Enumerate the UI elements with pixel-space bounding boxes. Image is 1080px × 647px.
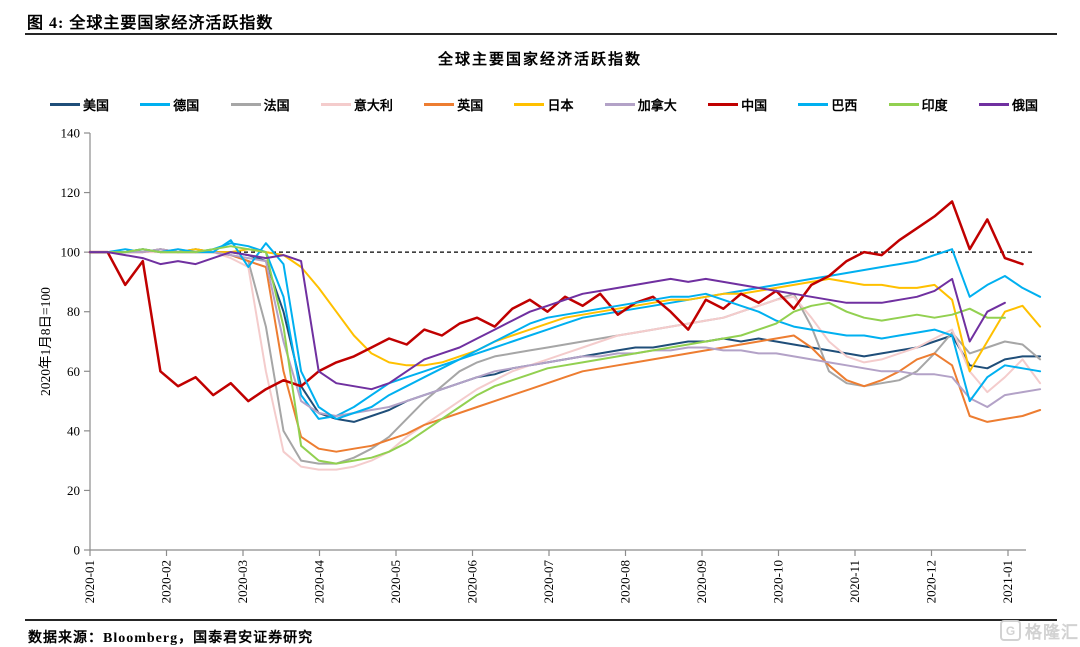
legend-label-japan: 日本 [547, 97, 574, 113]
legend-label-brazil: 巴西 [831, 97, 858, 113]
legend-item-japan: 日本 [514, 95, 574, 114]
legend-item-china: 中国 [708, 95, 767, 114]
legend-label-uk: 英国 [457, 97, 484, 113]
x-tick-label: 2020-11 [847, 560, 862, 603]
legend-item-germany: 德国 [140, 95, 199, 114]
legend-item-us: 美国 [50, 95, 109, 114]
series-line-russia [89, 251, 1006, 391]
legend-label-france: 法国 [263, 97, 290, 113]
legend-label-china: 中国 [741, 97, 768, 113]
legend-swatch-uk [424, 102, 455, 106]
y-axis-title: 2020年1月8日=100 [38, 287, 53, 396]
series-line-india [89, 245, 1006, 465]
series-line-brazil [89, 239, 1042, 420]
legend-item-uk: 英国 [424, 95, 483, 114]
x-tick-label: 2020-09 [694, 560, 709, 603]
watermark: G 格隆汇 [1000, 618, 1079, 643]
gelonghui-logo-icon: G [1000, 620, 1021, 641]
chart-title: 全球主要国家经济活跃指数 [437, 52, 642, 68]
x-tick-label: 2020-01 [82, 560, 97, 603]
x-tick-label: 2020-04 [312, 560, 327, 604]
legend-item-russia: 俄国 [978, 95, 1038, 114]
y-tick-label: 140 [61, 126, 81, 141]
legend-swatch-japan [514, 102, 545, 106]
x-tick-label: 2020-07 [541, 560, 556, 604]
series-line-france [89, 248, 1042, 465]
y-tick-label: 40 [67, 423, 80, 438]
data-source: 数据来源：Bloomberg，国泰君安证券研究 [28, 631, 314, 646]
legend-swatch-india [888, 102, 919, 106]
legend-label-india: 印度 [921, 97, 948, 113]
x-tick-label: 2020-03 [235, 560, 250, 603]
legend-swatch-germany [140, 102, 171, 106]
y-tick-label: 100 [61, 245, 81, 260]
y-tick-label: 120 [61, 185, 81, 200]
legend-item-france: 法国 [230, 95, 290, 114]
series-line-uk [89, 248, 1042, 453]
chart-legend: 美国 德国 法国 意大利 英国 日本 加拿大 中国 巴西 印度 俄国 [50, 95, 1038, 113]
y-tick-label: 80 [67, 304, 80, 319]
legend-label-italy: 意大利 [353, 97, 393, 113]
legend-item-brazil: 巴西 [798, 95, 857, 114]
legend-swatch-canada [604, 102, 635, 106]
legend-swatch-china [708, 102, 739, 106]
figure-caption: 图 4: 全球主要国家经济活跃指数 [27, 15, 274, 32]
x-tick-label: 2020-12 [924, 560, 939, 603]
legend-swatch-russia [978, 102, 1009, 106]
y-tick-label: 60 [67, 364, 80, 379]
y-tick-label: 20 [67, 483, 80, 498]
x-tick-label: 2020-08 [618, 560, 633, 603]
legend-label-canada: 加拿大 [637, 97, 677, 113]
caption-rule [25, 33, 1057, 35]
x-tick-label: 2020-10 [771, 560, 786, 603]
footer-rule [25, 619, 1057, 621]
legend-label-us: 美国 [83, 97, 110, 113]
series-line-canada [89, 248, 1042, 417]
legend-item-italy: 意大利 [320, 95, 393, 114]
legend-label-russia: 俄国 [1011, 97, 1038, 113]
legend-item-india: 印度 [888, 95, 948, 114]
x-tick-label: 2020-05 [388, 560, 403, 603]
series-line-germany [89, 242, 1042, 420]
x-tick-label: 2020-06 [465, 560, 480, 604]
legend-item-canada: 加拿大 [604, 95, 677, 114]
series-line-china [88, 200, 1024, 403]
legend-swatch-brazil [798, 102, 829, 106]
legend-swatch-france [230, 102, 261, 106]
legend-label-germany: 德国 [173, 97, 200, 113]
watermark-text: 格隆汇 [1025, 623, 1079, 642]
x-tick-label: 2021-01 [1000, 560, 1015, 603]
legend-swatch-italy [320, 102, 351, 106]
y-tick-label: 0 [74, 543, 81, 558]
x-tick-label: 2020-02 [159, 560, 174, 603]
legend-swatch-us [50, 102, 80, 106]
